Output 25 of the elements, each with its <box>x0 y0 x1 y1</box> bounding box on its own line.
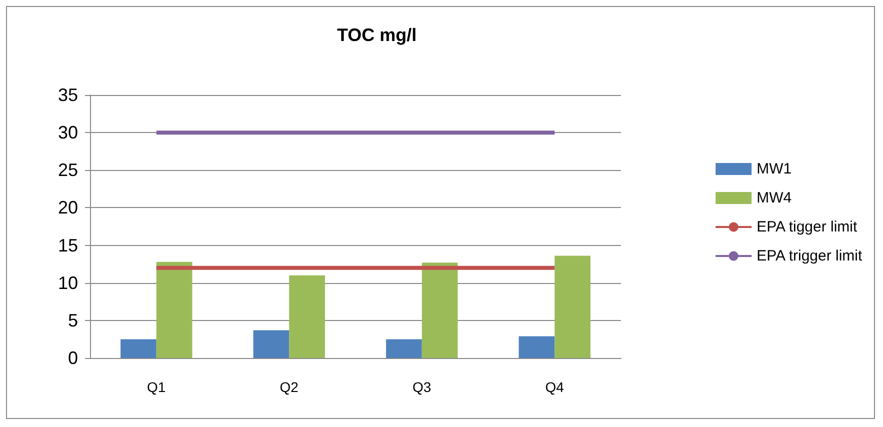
bar <box>156 262 192 358</box>
chart-title: TOC mg/l <box>337 25 417 45</box>
x-tick-label: Q4 <box>545 379 564 395</box>
y-tick-label: 35 <box>58 85 78 105</box>
y-tick-label: 30 <box>58 122 78 143</box>
legend-label: EPA trigger limit <box>756 248 864 264</box>
bar <box>554 256 590 358</box>
y-tick-label: 0 <box>68 348 78 368</box>
bar <box>289 275 325 358</box>
bar <box>422 262 458 358</box>
x-tick-label: Q1 <box>147 379 166 395</box>
legend-label: MW4 <box>756 190 792 206</box>
x-tick-label: Q3 <box>412 379 432 395</box>
bar <box>518 336 555 358</box>
y-tick-label: 20 <box>58 198 78 218</box>
legend-label: EPA tigger limit <box>756 218 858 236</box>
y-tick-label: 10 <box>58 272 78 293</box>
bar <box>253 330 290 358</box>
bar <box>386 339 422 358</box>
y-tick-label: 25 <box>58 160 78 180</box>
bar <box>120 339 156 358</box>
y-tick-label: 15 <box>58 235 78 256</box>
y-tick-label: 5 <box>68 310 78 330</box>
x-tick-label: Q2 <box>280 379 299 395</box>
legend-label: MW1 <box>756 160 792 178</box>
